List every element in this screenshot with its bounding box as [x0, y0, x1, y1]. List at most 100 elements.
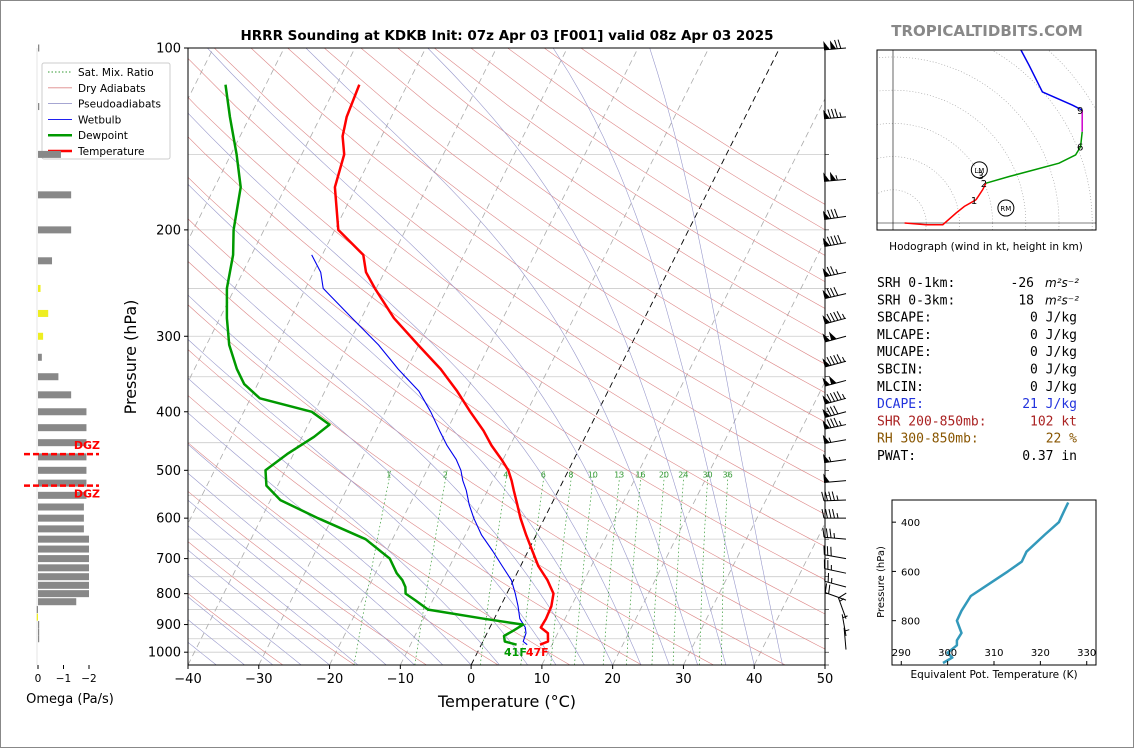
mixing-ratio-line: [353, 470, 392, 665]
ept-xtick-label: 320: [1031, 648, 1050, 659]
y-tick-label: 400: [156, 405, 181, 420]
barb-flag: [822, 267, 830, 277]
legend-label: Temperature: [77, 146, 145, 158]
isotherm-line: [258, 48, 568, 665]
parameter-table: SRH 0-1km: -26 m²s⁻² SRH 0-3km: 18 m²s⁻² SBCAP…: [877, 276, 1079, 464]
ept-ytick-label: 800: [901, 617, 920, 628]
barb-full: [836, 354, 842, 363]
dry-adiabat: [397, 48, 825, 337]
pseudoadiabat: [649, 48, 783, 665]
barb-staff: [824, 411, 847, 418]
barb-flag: [829, 171, 837, 181]
wind-barb: [823, 108, 847, 120]
omega-bar: [38, 373, 59, 381]
dry-adiabat: [360, 48, 825, 365]
barb-full: [834, 108, 839, 118]
mixing-ratio-line: [520, 470, 546, 665]
barb-staff: [824, 580, 847, 588]
hodograph-title: Hodograph (wind in kt, height in km): [889, 241, 1083, 253]
param-value: 22 %: [1046, 432, 1077, 447]
barb-full: [830, 108, 835, 119]
param-label: DCAPE:: [877, 397, 924, 412]
param-unit: m²s⁻²: [1045, 293, 1079, 307]
dry-adiabat: [188, 541, 355, 665]
mixing-ratio-label: 24: [678, 471, 688, 480]
isotherm-line: [612, 239, 825, 665]
wind-barb: [822, 286, 847, 300]
skewt-ylabel: Pressure (hPa): [121, 300, 140, 415]
omega-bar: [38, 353, 42, 361]
temperature-profile: [333, 84, 555, 646]
barb-full: [829, 406, 835, 416]
omega-bar: [38, 564, 89, 572]
hodo-height-label: 1: [971, 196, 977, 207]
barb-full: [826, 356, 832, 366]
pseudoadiabat: [188, 499, 387, 665]
barb-flag: [822, 333, 831, 342]
hodo-segment: [975, 182, 987, 201]
ept-frame: [891, 499, 1097, 666]
mixing-ratio-line: [672, 470, 685, 665]
barb-full: [828, 584, 831, 594]
isotherm-line: [188, 48, 427, 525]
wind-barb: [822, 391, 847, 405]
barb-full: [821, 509, 825, 519]
barb-half: [838, 420, 842, 426]
barb-full: [836, 391, 842, 400]
param-value: 0 J/kg: [1030, 363, 1077, 378]
ept-xtick-label: 300: [938, 648, 957, 659]
barb-full: [833, 311, 839, 321]
barb-full: [832, 509, 835, 519]
legend-label: Pseudoadiabats: [78, 99, 161, 111]
ept-panel: 290 300 310 320 330 400 600 800 Equivalent Pot.…: [876, 499, 1097, 681]
wind-barb: [838, 592, 847, 619]
wind-barb: [822, 434, 847, 445]
omega-bar: [38, 503, 84, 511]
y-tick-label: 700: [156, 552, 181, 567]
pseudoadiabat: [188, 294, 557, 665]
mixing-ratio-line: [550, 470, 573, 665]
dry-adiabat: [188, 176, 825, 615]
wind-barb: [822, 234, 847, 247]
barb-flag: [822, 453, 830, 463]
chart-title: HRRR Sounding at KDKB Init: 07z Apr 03 […: [240, 28, 773, 44]
barb-flag: [829, 40, 837, 50]
legend-label: Dry Adiabats: [78, 83, 146, 95]
barb-full: [826, 393, 832, 403]
ept-xtick-label: 310: [984, 648, 1003, 659]
param-label: SBCAPE:: [877, 311, 932, 326]
param-label: SRH 0-1km:: [877, 276, 955, 291]
dry-adiabat: [250, 48, 825, 453]
barb-staff: [825, 592, 847, 601]
barb-half: [844, 629, 850, 632]
dry-adiabat: [324, 48, 825, 393]
param-value: 0.37 in: [1022, 449, 1077, 464]
omega-bar: [38, 535, 89, 543]
pseudoadiabat: [188, 573, 302, 665]
param-value: -26: [1011, 276, 1034, 291]
mixing-ratio-label: 30: [702, 471, 712, 480]
isotherm-line: [541, 97, 825, 665]
barb-full: [826, 419, 832, 428]
wind-barb: [822, 528, 847, 540]
barb-flag: [823, 40, 830, 50]
omega-bar: [38, 545, 89, 553]
mixing-ratio-line: [626, 470, 642, 665]
barb-flag: [823, 109, 830, 119]
legend-label: Dewpoint: [78, 130, 128, 142]
mixing-ratio-label: 20: [659, 471, 669, 480]
omega-bar: [38, 309, 49, 317]
omega-bar: [38, 332, 44, 340]
param-label: SHR 200-850mb:: [877, 414, 987, 429]
wind-barb: [822, 266, 847, 278]
barb-full: [830, 266, 835, 275]
isotherm-line: [188, 48, 356, 383]
ept-ylabel: Pressure (hPa): [876, 546, 887, 618]
omega-bar: [38, 525, 84, 533]
x-tick-label: 20: [604, 672, 621, 687]
barb-half: [841, 356, 846, 362]
barb-half: [839, 112, 842, 118]
omega-bar: [38, 581, 89, 589]
barb-flag: [822, 237, 830, 247]
hodo-height-label: 9: [1077, 106, 1083, 117]
